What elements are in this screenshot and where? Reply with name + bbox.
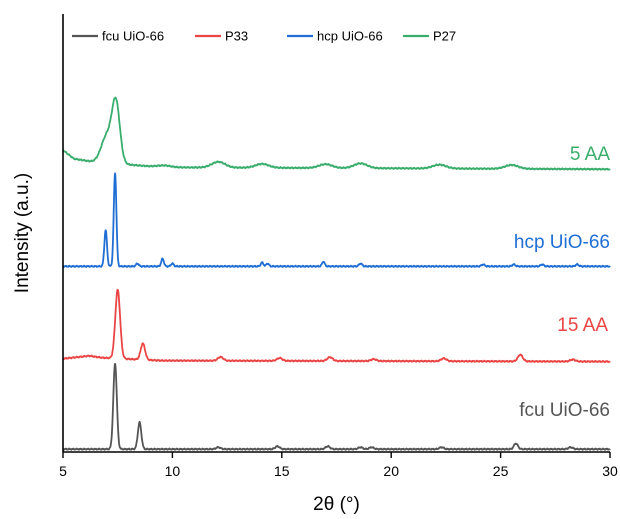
x-tick-label: 30: [602, 463, 618, 479]
trace-label-fcu-uio-66: fcu UiO-66: [519, 400, 610, 421]
series-line-hcp-uio-66: [62, 172, 611, 268]
trace-label-p27: 5 AA: [570, 144, 610, 165]
x-tick-label: 15: [274, 463, 290, 479]
trace-layer: [62, 96, 611, 451]
x-tick-label: 25: [493, 463, 509, 479]
series-line-fcu-uio-66: [62, 362, 611, 451]
trace-label-p33: 15 AA: [557, 315, 608, 336]
x-axis-title: 2θ (°): [313, 494, 360, 515]
series-line-p33: [62, 288, 611, 364]
series-line-p27: [62, 96, 611, 171]
x-tick-label: 20: [383, 463, 399, 479]
legend-label: P33: [225, 29, 248, 44]
legend-label: hcp UiO-66: [317, 29, 383, 44]
legend-label: P27: [433, 29, 456, 44]
trace-label-hcp-uio-66: hcp UiO-66: [514, 232, 610, 253]
x-tick-label: 10: [165, 463, 181, 479]
axes-layer: [62, 14, 611, 458]
text-layer: fcu UiO-66 15 AA hcp UiO-66 5 AA 5 10 15 20 25 30…: [12, 29, 618, 516]
legend-label: fcu UiO-66: [102, 29, 164, 44]
x-tick-label: 5: [59, 463, 67, 479]
y-axis-title: Intensity (a.u.): [12, 173, 33, 293]
